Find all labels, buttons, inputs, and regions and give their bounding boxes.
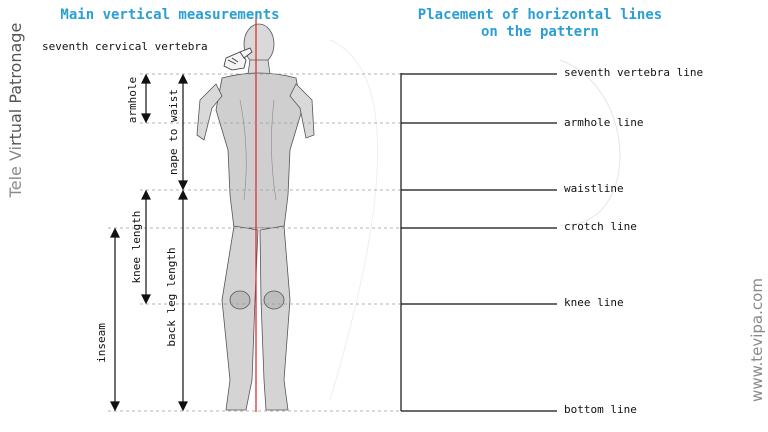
measurement-arrows xyxy=(110,73,188,412)
pattern-label-bottom: bottom line xyxy=(564,403,637,416)
figure-neck xyxy=(247,59,271,75)
human-figure-sketch xyxy=(196,23,315,411)
figure-head xyxy=(243,23,275,65)
pattern-label-waist: waistline xyxy=(564,182,624,195)
figure-right-knee xyxy=(263,290,285,310)
nape-to-waist-label: nape to waist xyxy=(167,88,180,176)
pattern-label-crotch: crotch line xyxy=(564,220,637,233)
inseam-label: inseam xyxy=(95,323,108,363)
figure-chest-shading xyxy=(271,99,277,201)
brand-left-part2: rtual Patronage xyxy=(6,22,25,146)
back-leg-length-label: back leg length xyxy=(165,247,178,347)
brand-left-part1: Tele Vi xyxy=(6,146,25,198)
figure-left-knee xyxy=(229,290,251,310)
pattern-schematic xyxy=(400,73,557,412)
figure-left-leg xyxy=(221,225,259,411)
left-title: Main vertical measurements xyxy=(60,7,280,23)
knee-length-label: knee length xyxy=(130,210,143,284)
pointing-hand-icon xyxy=(223,47,253,71)
armhole-label: armhole xyxy=(126,76,139,124)
figure-right-leg xyxy=(259,225,291,411)
figure-left-arm xyxy=(196,83,223,141)
figure-torso xyxy=(215,72,303,229)
seventh-cervical-vertebra-label: seventh cervical vertebra xyxy=(42,40,208,53)
pattern-label-armhole: armhole line xyxy=(564,116,644,129)
background-guide-curve xyxy=(329,39,379,401)
brand-left-logo: Tele Virtual Patronage xyxy=(6,10,26,210)
right-title-line1: Placement of horizontal lines xyxy=(417,7,663,23)
brand-right-url: www.tevipa.com xyxy=(748,278,766,402)
right-title-line2: on the pattern xyxy=(480,24,599,40)
figure-right-arm xyxy=(289,83,315,139)
pattern-label-knee: knee line xyxy=(564,296,624,309)
pattern-label-seventh-vertebra: seventh vertebra line xyxy=(564,66,704,79)
figure-spine-shading xyxy=(239,99,247,201)
background-guide-arc xyxy=(559,59,621,226)
